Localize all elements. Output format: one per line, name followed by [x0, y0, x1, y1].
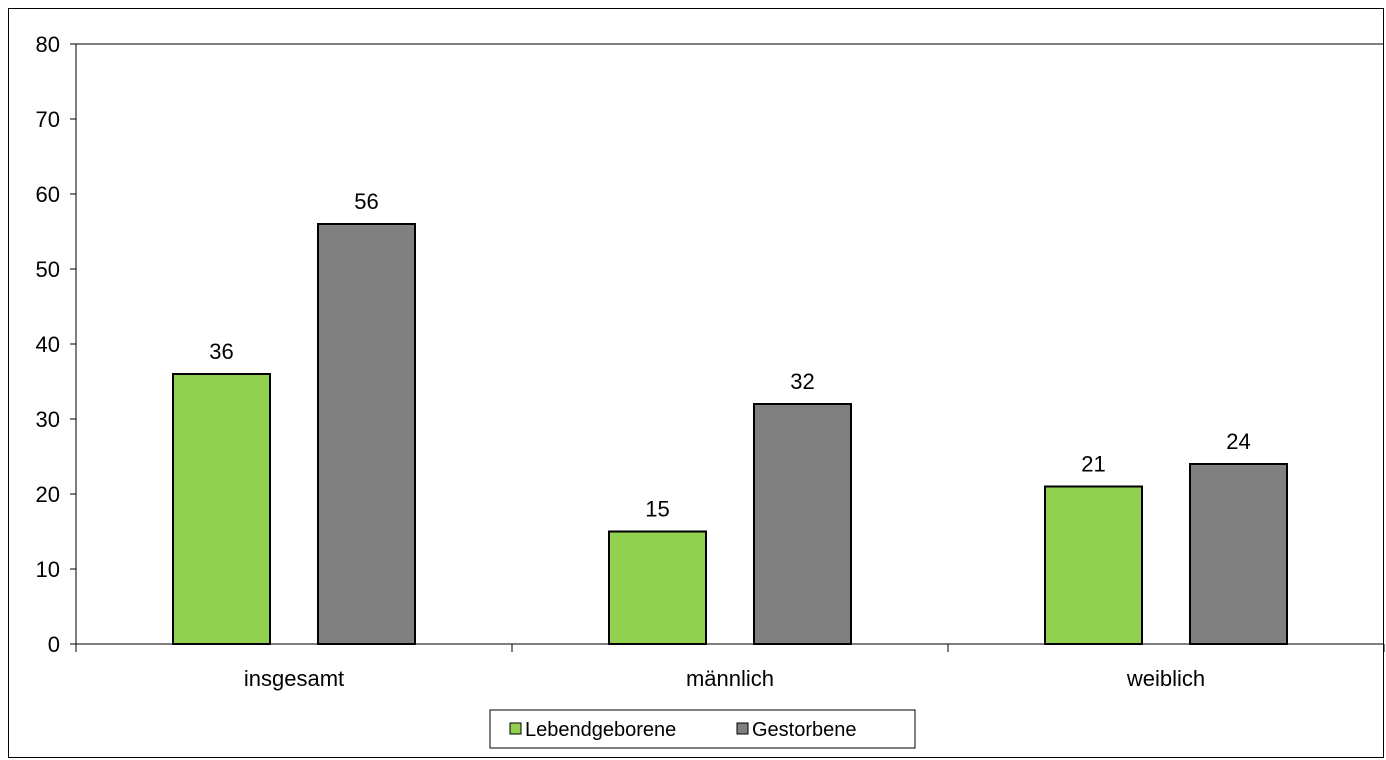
legend: Lebendgeborene Gestorbene [489, 709, 916, 749]
y-tick-label: 30 [36, 407, 60, 432]
data-labels: 36 56 15 32 21 24 [209, 189, 1250, 522]
x-tick-label: männlich [686, 666, 774, 691]
legend-box [489, 709, 916, 749]
y-tick-label: 0 [48, 632, 60, 657]
y-tick-label: 20 [36, 482, 60, 507]
legend-label: Gestorbene [752, 719, 857, 741]
y-tick-label: 60 [36, 182, 60, 207]
legend-swatch [509, 722, 522, 735]
y-tick-label: 10 [36, 557, 60, 582]
bar [753, 403, 852, 645]
y-tick-label: 80 [36, 32, 60, 57]
x-axis: insgesamt männlich weiblich [75, 643, 1385, 691]
data-label: 36 [209, 339, 233, 364]
legend-swatch [736, 722, 749, 735]
data-label: 21 [1081, 452, 1105, 477]
data-label: 24 [1226, 429, 1250, 454]
bar [172, 373, 271, 645]
y-tick-label: 40 [36, 332, 60, 357]
x-tick-label: insgesamt [244, 666, 344, 691]
bar [317, 223, 416, 645]
bars [172, 223, 1288, 645]
bar [1189, 463, 1288, 645]
data-label: 56 [354, 189, 378, 214]
bar [608, 530, 707, 645]
data-label: 32 [790, 369, 814, 394]
x-tick-label: weiblich [1126, 666, 1205, 691]
y-tick-label: 50 [36, 257, 60, 282]
legend-label: Lebendgeborene [525, 719, 676, 741]
y-tick-label: 70 [36, 107, 60, 132]
y-axis: 0 10 20 30 40 50 60 70 80 [36, 32, 1384, 657]
data-label: 15 [645, 497, 669, 522]
bar [1044, 485, 1143, 645]
